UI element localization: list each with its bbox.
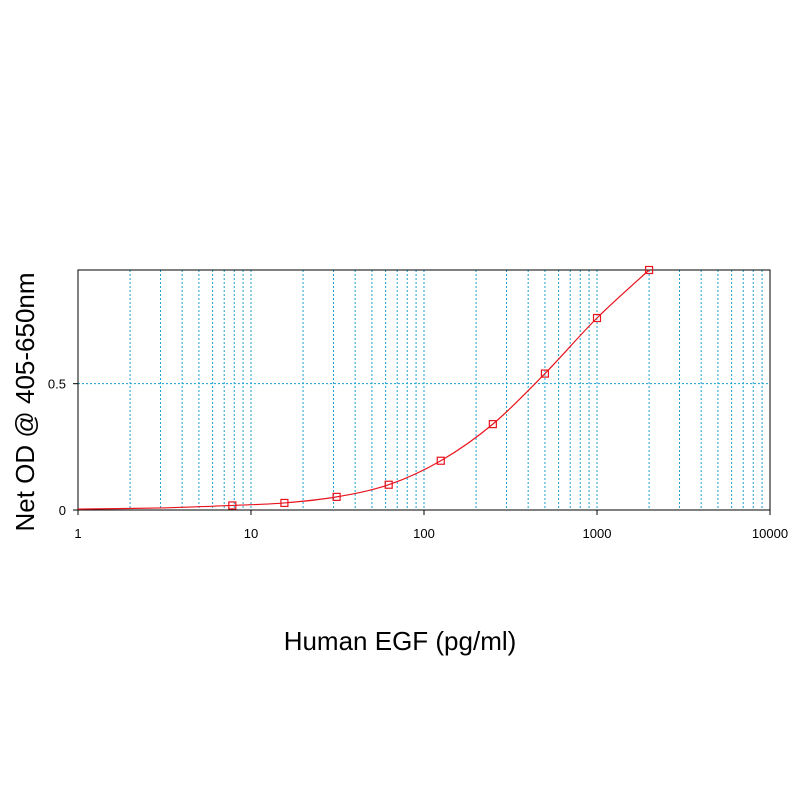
y-tick-label: 0.5 <box>48 377 66 392</box>
y-tick-label: 0 <box>59 503 66 518</box>
grid-lines <box>78 270 770 510</box>
data-point <box>592 313 602 323</box>
data-point <box>332 492 341 501</box>
series-line <box>77 269 650 510</box>
x-tick-label: 10 <box>244 526 258 541</box>
data-series <box>77 265 654 510</box>
data-point <box>488 420 497 429</box>
x-tick-label: 1000 <box>583 526 612 541</box>
data-point <box>540 369 550 378</box>
x-axis-title: Human EGF (pg/ml) <box>284 626 517 656</box>
data-point <box>644 265 654 275</box>
data-point <box>384 480 393 489</box>
data-point <box>228 501 237 510</box>
data-point <box>436 456 445 465</box>
x-tick-label: 100 <box>413 526 435 541</box>
data-point <box>280 498 289 508</box>
axis-ticks: 1 10 100 1000 10000 0 0.5 <box>48 377 788 541</box>
x-tick-label: 10000 <box>752 526 788 541</box>
x-tick-label: 1 <box>74 526 81 541</box>
y-axis-title: Net OD @ 405-650nm <box>10 272 40 531</box>
